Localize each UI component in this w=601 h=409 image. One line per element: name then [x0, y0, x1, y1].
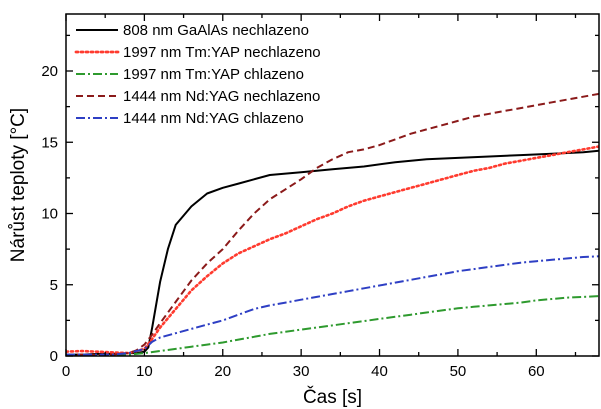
legend: 808 nm GaAlAs nechlazeno 1997 nm Tm:YAP n…	[74, 22, 321, 127]
y-tick-label: 5	[50, 277, 58, 294]
y-axis-title: Nárůst teploty [°C]	[8, 108, 29, 262]
x-tick-label: 30	[293, 363, 310, 380]
x-tick-label: 60	[528, 363, 545, 380]
y-tick-label: 10	[41, 206, 58, 223]
y-tick-label: 20	[41, 63, 58, 80]
x-axis-ticks: 0 10 20 30 40 50 60	[62, 14, 577, 380]
series-line-1	[66, 149, 599, 356]
y-tick-label: 15	[41, 134, 58, 151]
plot-frame	[65, 13, 600, 357]
x-tick-label: 20	[214, 363, 231, 380]
series-line-2	[66, 145, 599, 355]
x-tick-label: 10	[136, 363, 153, 380]
y-tick-label: 0	[50, 348, 58, 365]
x-tick-label: 0	[62, 363, 70, 380]
x-tick-label: 40	[371, 363, 388, 380]
series-line-5	[66, 255, 599, 356]
legend-label-2: 1997 nm Tm:YAP nechlazeno	[123, 44, 321, 61]
y-axis-ticks: 0 5 10 15 20	[41, 34, 599, 365]
x-axis-title: Čas [s]	[303, 386, 362, 408]
legend-label-5: 1444 nm Nd:YAG chlazeno	[123, 110, 304, 127]
legend-label-4: 1444 nm Nd:YAG nechlazeno	[123, 88, 320, 105]
series-line-4	[66, 92, 599, 356]
x-tick-label: 50	[450, 363, 467, 380]
plot-lines	[66, 92, 599, 356]
legend-label-3: 1997 nm Tm:YAP chlazeno	[123, 66, 304, 83]
legend-label-1: 808 nm GaAlAs nechlazeno	[123, 22, 309, 39]
series-line-3	[66, 295, 599, 356]
